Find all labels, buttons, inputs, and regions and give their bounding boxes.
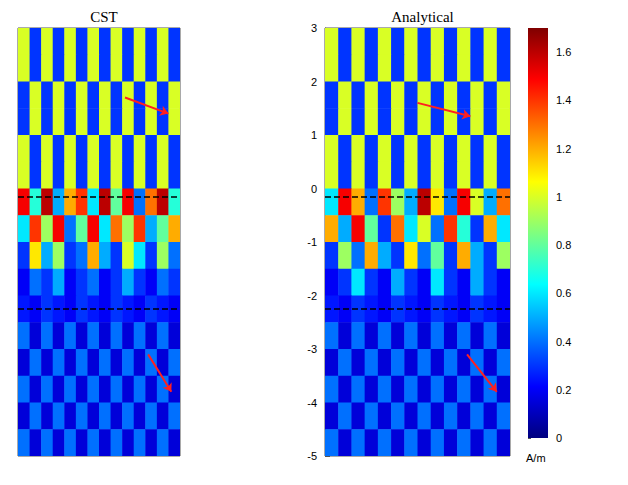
svg-text:-1: -1 (307, 236, 317, 248)
svg-text:A/m: A/m (526, 452, 546, 464)
svg-text:-5: -5 (307, 450, 317, 462)
svg-text:-4: -4 (307, 397, 317, 409)
svg-text:Analytical: Analytical (391, 9, 453, 25)
svg-text:0.6: 0.6 (556, 287, 571, 299)
svg-text:1: 1 (556, 191, 562, 203)
svg-text:-2: -2 (307, 290, 317, 302)
svg-text:1.2: 1.2 (556, 143, 571, 155)
svg-text:0: 0 (556, 432, 562, 444)
svg-text:CST: CST (90, 9, 118, 25)
svg-text:0.8: 0.8 (556, 239, 571, 251)
svg-text:-3: -3 (307, 343, 317, 355)
svg-text:2: 2 (311, 76, 317, 88)
svg-text:3: 3 (311, 22, 317, 34)
svg-text:0.4: 0.4 (556, 336, 571, 348)
svg-text:0: 0 (311, 183, 317, 195)
svg-text:1.6: 1.6 (556, 46, 571, 58)
svg-text:1: 1 (311, 129, 317, 141)
svg-text:1.4: 1.4 (556, 94, 571, 106)
svg-text:0.2: 0.2 (556, 384, 571, 396)
